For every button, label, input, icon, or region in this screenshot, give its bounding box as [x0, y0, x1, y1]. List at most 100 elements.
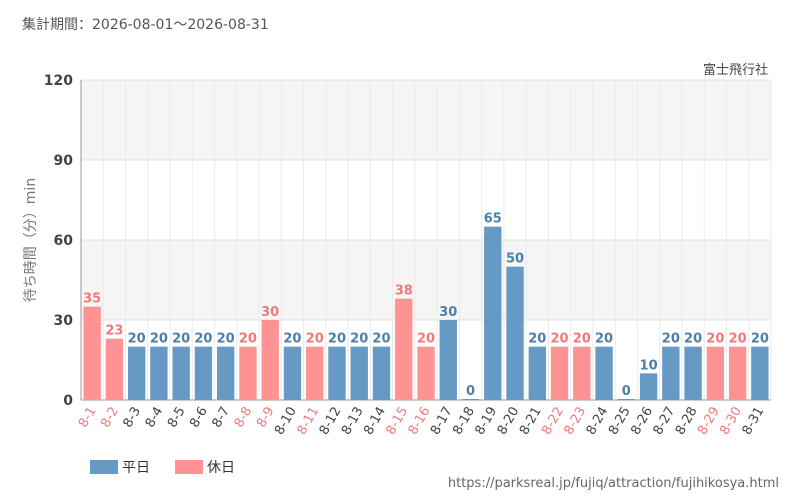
y-tick-label: 0 — [63, 393, 73, 409]
x-tick-label: 8-11 — [294, 405, 322, 438]
bar — [350, 346, 368, 400]
bar — [728, 346, 747, 400]
data-label: 20 — [372, 332, 390, 347]
bar — [506, 266, 524, 400]
x-tick-label: 8-27 — [651, 405, 679, 438]
data-label: 20 — [350, 332, 368, 347]
x-tick-label: 8-15 — [383, 405, 411, 438]
y-tick-label: 30 — [54, 313, 74, 329]
x-tick-label: 8-31 — [740, 405, 768, 438]
data-label: 20 — [706, 332, 724, 347]
data-label: 20 — [551, 332, 569, 347]
data-label: 20 — [283, 332, 301, 347]
period-title: 集計期間：2026-08-01～2026-08-31 — [22, 16, 269, 33]
plot-band — [81, 160, 771, 240]
bar — [328, 346, 346, 400]
x-tick-label: 8-20 — [495, 405, 523, 438]
data-label: 20 — [239, 332, 257, 347]
x-tick-label: 8-16 — [406, 405, 434, 438]
bar — [595, 346, 613, 400]
x-tick-label: 8-5 — [165, 405, 189, 431]
x-tick-label: 8-30 — [717, 405, 745, 438]
data-label: 38 — [395, 284, 413, 299]
data-label: 20 — [328, 332, 346, 347]
x-tick-label: 8-17 — [428, 405, 456, 438]
bar — [372, 346, 391, 400]
source-url: https://parksreal.jp/fujiq/attraction/fu… — [448, 476, 779, 491]
bar — [127, 346, 146, 400]
x-tick-label: 8-3 — [121, 405, 145, 431]
data-label: 20 — [306, 332, 324, 347]
bar — [617, 399, 636, 400]
bar — [395, 298, 413, 400]
y-axis-label: 待ち時間（分）min — [23, 178, 39, 302]
x-tick-label: 8-25 — [606, 405, 634, 438]
bar — [105, 338, 124, 400]
data-label: 30 — [261, 305, 279, 320]
legend-holiday-label: 休日 — [207, 460, 235, 476]
plot-band — [81, 240, 771, 320]
bar — [83, 306, 101, 400]
x-tick-label: 8-23 — [562, 405, 590, 438]
x-tick-label: 8-2 — [98, 405, 122, 431]
data-label: 23 — [105, 324, 123, 339]
x-tick-label: 8-28 — [673, 405, 701, 438]
x-tick-label: 8-6 — [187, 405, 211, 431]
data-label: 20 — [172, 332, 190, 347]
bar — [216, 346, 235, 400]
data-label: 20 — [729, 332, 747, 347]
x-tick-label: 8-19 — [472, 404, 500, 437]
bar — [684, 346, 702, 400]
data-label: 0 — [622, 384, 631, 399]
y-tick-label: 60 — [54, 233, 74, 249]
legend-weekday-label: 平日 — [122, 460, 150, 476]
x-tick-label: 8-18 — [450, 405, 478, 438]
data-label: 20 — [217, 332, 235, 347]
data-label: 20 — [595, 332, 613, 347]
data-label: 10 — [640, 358, 658, 373]
bar — [484, 226, 502, 400]
bar — [417, 346, 435, 400]
data-label: 20 — [128, 332, 146, 347]
data-label: 35 — [83, 292, 101, 307]
bar — [528, 346, 546, 400]
legend: 平日 休日 — [90, 460, 235, 476]
x-tick-label: 8-10 — [272, 405, 300, 438]
legend-weekday-swatch — [90, 460, 118, 474]
x-tick-label: 8-29 — [695, 405, 723, 438]
attraction-name: 富士飛行社 — [703, 62, 768, 78]
y-tick-label: 120 — [44, 73, 73, 89]
data-label: 20 — [150, 332, 168, 347]
data-label: 0 — [466, 384, 475, 399]
data-label: 30 — [439, 305, 457, 320]
bar — [194, 346, 213, 400]
data-label: 20 — [417, 332, 435, 347]
data-label: 20 — [194, 332, 212, 347]
legend-holiday-swatch — [175, 460, 203, 474]
bar — [662, 346, 680, 400]
data-label: 65 — [484, 212, 502, 227]
x-tick-label: 8-26 — [628, 405, 656, 438]
bar — [306, 346, 324, 400]
x-tick-label: 8-22 — [539, 405, 567, 438]
bar — [150, 346, 168, 400]
data-label: 20 — [751, 332, 769, 347]
bar — [283, 346, 302, 400]
x-tick-label: 8-4 — [143, 405, 167, 431]
bar — [239, 346, 257, 400]
x-tick-label: 8-24 — [584, 405, 612, 438]
bar — [751, 346, 769, 400]
x-tick-label: 8-21 — [517, 405, 545, 438]
data-label: 20 — [573, 332, 591, 347]
bar — [550, 346, 569, 400]
x-tick-label: 8-13 — [339, 405, 367, 438]
data-label: 20 — [662, 332, 680, 347]
x-tick-label: 8-14 — [361, 405, 389, 438]
bar — [172, 346, 190, 400]
bar — [573, 346, 591, 400]
bar — [639, 373, 658, 400]
data-label: 20 — [528, 332, 546, 347]
data-label: 20 — [684, 332, 702, 347]
x-tick-label: 8-8 — [232, 405, 256, 431]
